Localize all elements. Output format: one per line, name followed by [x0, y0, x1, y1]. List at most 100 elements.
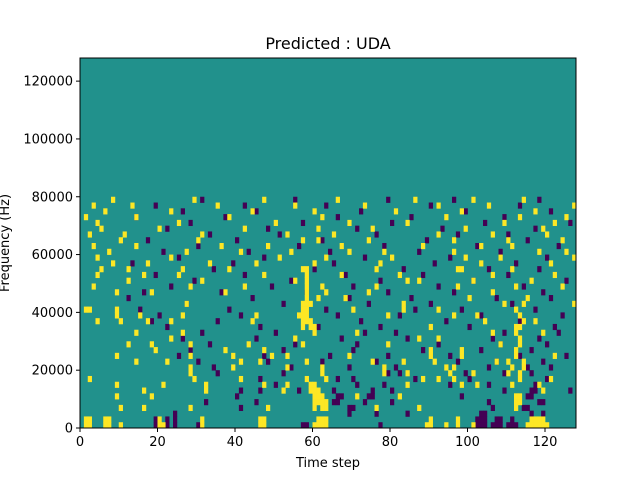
- heatmap-cell: [455, 266, 461, 273]
- heatmap-cell: [83, 214, 89, 221]
- heatmap-cell: [525, 295, 530, 302]
- heatmap-cell: [107, 416, 112, 423]
- heatmap-cell: [386, 196, 391, 203]
- heatmap-cell: [231, 364, 236, 371]
- heatmap-cell: [409, 295, 414, 302]
- heatmap-cell: [223, 347, 228, 354]
- heatmap-cell: [502, 219, 507, 227]
- heatmap-cell: [180, 266, 185, 273]
- heatmap-cell: [312, 260, 317, 267]
- heatmap-cell: [204, 381, 209, 388]
- heatmap-cell: [312, 399, 317, 406]
- heatmap-cell: [316, 323, 321, 331]
- heatmap-cell: [304, 277, 309, 284]
- heatmap-cell: [161, 422, 166, 429]
- heatmap-cell: [347, 364, 352, 371]
- heatmap-cell: [215, 318, 220, 325]
- heatmap-cell: [273, 381, 278, 388]
- heatmap-cell: [324, 399, 329, 406]
- heatmap-cell: [312, 404, 317, 412]
- heatmap-cell: [200, 329, 205, 336]
- y-tick-label: 0: [65, 422, 73, 437]
- heatmap-cell: [289, 364, 294, 371]
- heatmap-cell: [196, 358, 201, 365]
- heatmap-cell: [432, 358, 437, 365]
- heatmap-cell: [289, 277, 294, 284]
- heatmap-cell: [351, 306, 356, 313]
- heatmap-cell: [486, 381, 492, 388]
- heatmap-cell: [521, 364, 526, 371]
- heatmap-cell: [297, 243, 302, 250]
- heatmap-cell: [262, 254, 267, 261]
- heatmap-cell: [444, 364, 449, 371]
- heatmap-cell: [517, 341, 523, 348]
- heatmap-cell: [324, 375, 329, 383]
- heatmap-cell: [273, 219, 278, 227]
- heatmap-cell: [483, 318, 488, 325]
- heatmap-cell: [405, 410, 410, 417]
- heatmap-cell: [397, 370, 402, 377]
- heatmap-cell: [405, 370, 410, 377]
- heatmap-cell: [87, 306, 92, 313]
- heatmap-cell: [374, 231, 379, 238]
- heatmap-cell: [316, 387, 321, 394]
- heatmap-cell: [490, 289, 495, 296]
- heatmap-cell: [514, 399, 519, 406]
- heatmap-cell: [258, 416, 263, 423]
- heatmap-cell: [269, 352, 275, 359]
- x-axis: 0 20 40 60 80 100 120: [76, 428, 557, 450]
- heatmap-cell: [366, 289, 371, 296]
- heatmap-cell: [533, 422, 538, 429]
- heatmap-cell: [463, 225, 468, 232]
- x-tick-label: 60: [304, 435, 321, 450]
- heatmap-cell: [304, 300, 309, 307]
- heatmap-cell: [525, 237, 530, 244]
- heatmap-cell: [277, 254, 282, 261]
- heatmap-cell: [83, 416, 89, 423]
- heatmap-cell: [490, 329, 495, 336]
- heatmap-cell: [545, 341, 550, 348]
- heatmap-cell: [529, 410, 534, 417]
- heatmap-cell: [572, 300, 577, 307]
- heatmap-cell: [560, 283, 565, 290]
- heatmap-cell: [452, 375, 457, 383]
- heatmap-cell: [514, 347, 519, 354]
- heatmap-cell: [490, 404, 495, 412]
- heatmap-cell: [304, 271, 309, 279]
- heatmap-cell: [521, 196, 526, 203]
- heatmap-cell: [219, 289, 224, 296]
- heatmap-cell: [506, 422, 511, 429]
- heatmap-cell: [386, 352, 391, 359]
- heatmap-cell: [494, 295, 499, 302]
- heatmap-cell: [475, 381, 480, 388]
- heatmap-cell: [378, 422, 383, 429]
- heatmap-cell: [432, 260, 437, 267]
- heatmap-cell: [502, 214, 507, 221]
- heatmap-cell: [262, 352, 267, 359]
- heatmap-cell: [304, 318, 309, 325]
- heatmap-cell: [192, 196, 197, 203]
- heatmap-cell: [304, 358, 309, 365]
- x-tick-label: 20: [149, 435, 166, 450]
- heatmap-cell: [188, 347, 193, 354]
- heatmap-cell: [339, 335, 344, 342]
- heatmap-cell: [467, 375, 472, 383]
- heatmap-cell: [200, 196, 205, 203]
- heatmap-cell: [281, 370, 286, 377]
- heatmap-cell: [517, 202, 523, 209]
- heatmap-cell: [134, 214, 139, 221]
- heatmap-cell: [552, 271, 557, 279]
- heatmap-cell: [316, 416, 321, 423]
- heatmap-cell: [494, 422, 499, 429]
- heatmap-cell: [184, 300, 189, 307]
- heatmap-cell: [428, 300, 433, 307]
- heatmap-cell: [114, 289, 120, 296]
- heatmap-cell: [514, 404, 519, 412]
- heatmap-cell: [153, 202, 158, 209]
- heatmap-cell: [293, 202, 298, 209]
- heatmap-cell: [304, 306, 309, 313]
- heatmap-cell: [343, 295, 348, 302]
- heatmap-cell: [262, 381, 267, 388]
- heatmap-cell: [188, 341, 193, 348]
- heatmap-cell: [541, 410, 546, 417]
